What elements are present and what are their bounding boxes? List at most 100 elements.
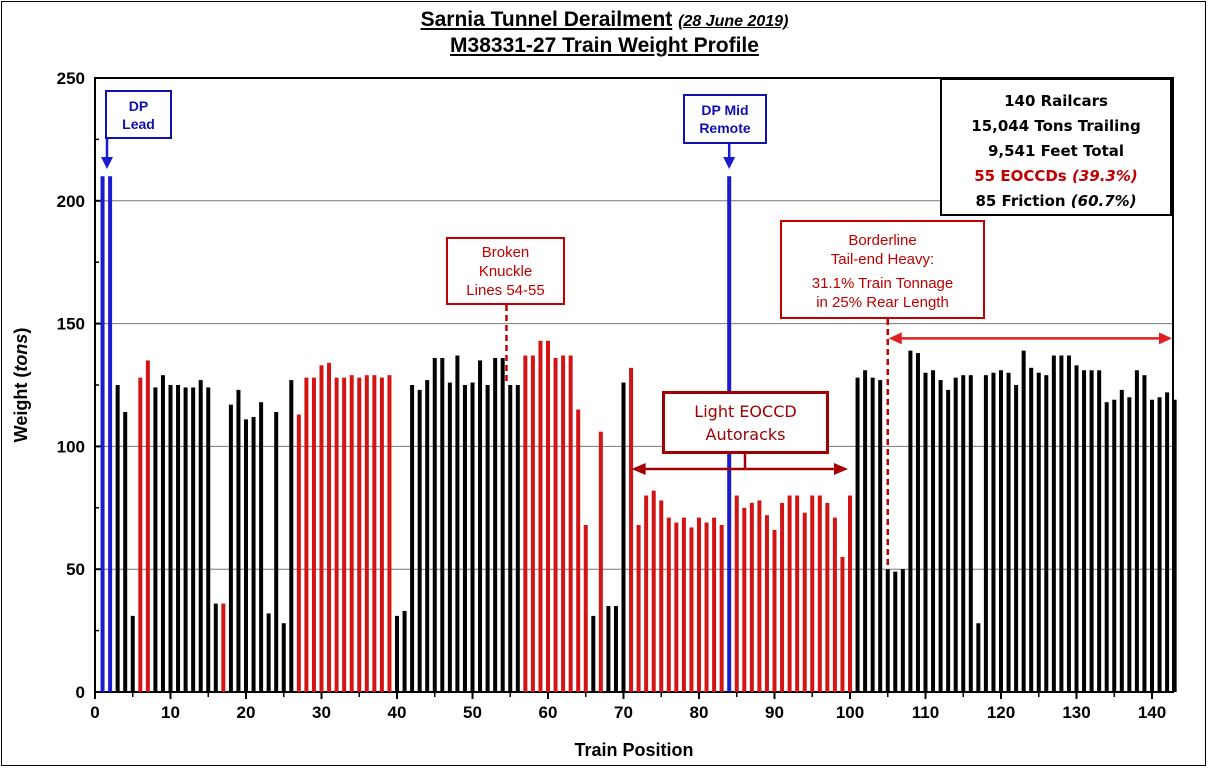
bar-132 xyxy=(1089,370,1094,692)
bar-18 xyxy=(228,404,233,692)
x-axis-title: Train Position xyxy=(574,740,693,760)
bar-111 xyxy=(931,370,936,692)
bar-14 xyxy=(198,380,203,692)
bar-121 xyxy=(1006,372,1011,692)
bar-137 xyxy=(1127,397,1132,692)
dp-lead-arrowhead xyxy=(101,157,113,169)
bar-108 xyxy=(908,350,913,692)
tailend-span-arrow-left xyxy=(888,332,902,345)
bar-2 xyxy=(108,176,113,693)
bar-129 xyxy=(1066,355,1071,692)
bar-115 xyxy=(961,375,966,692)
x-tick-label-20: 20 xyxy=(237,703,256,722)
dp-lead-label: DP Lead xyxy=(105,90,172,139)
bar-78 xyxy=(681,517,686,692)
bar-56 xyxy=(515,385,520,692)
y-tick-label-200: 200 xyxy=(57,192,85,211)
x-tick-label-30: 30 xyxy=(312,703,331,722)
bar-102 xyxy=(863,370,868,692)
title-date: (28 June 2019) xyxy=(678,13,789,30)
bar-13 xyxy=(191,387,196,692)
bar-37 xyxy=(372,375,377,692)
bar-118 xyxy=(983,375,988,692)
subtitle-text: M38331-27 Train Weight Profile xyxy=(450,34,759,57)
bar-126 xyxy=(1044,375,1049,692)
bar-69 xyxy=(613,606,618,692)
x-tick-label-0: 0 xyxy=(90,703,99,722)
bar-22 xyxy=(259,402,264,692)
dp-lead-line1: DP xyxy=(128,98,149,114)
bar-73 xyxy=(644,495,649,692)
stat-eoccd: 55 EOCCDs (39.3%) xyxy=(942,164,1170,189)
bar-134 xyxy=(1104,402,1109,692)
bar-127 xyxy=(1051,355,1056,692)
bar-141 xyxy=(1157,397,1162,692)
knuckle-line1: Broken xyxy=(481,244,530,261)
bar-92 xyxy=(787,495,792,692)
bar-59 xyxy=(538,340,543,692)
bar-58 xyxy=(530,355,535,692)
bar-20 xyxy=(244,419,248,692)
bar-77 xyxy=(674,522,679,692)
stat-eoccd-count: 55 EOCCDs xyxy=(974,167,1067,185)
bar-93 xyxy=(795,495,800,692)
bar-103 xyxy=(870,377,875,692)
bar-64 xyxy=(576,409,581,692)
bar-106 xyxy=(893,571,898,692)
bar-122 xyxy=(1014,385,1019,692)
tailend-line1: Borderline xyxy=(848,232,917,249)
bar-63 xyxy=(568,355,573,692)
bar-139 xyxy=(1142,375,1147,692)
bar-120 xyxy=(999,370,1003,692)
bar-33 xyxy=(342,377,347,692)
y-tick-label-50: 50 xyxy=(66,560,85,579)
bar-124 xyxy=(1029,367,1034,692)
bar-138 xyxy=(1134,370,1139,692)
bar-72 xyxy=(636,524,641,692)
bar-136 xyxy=(1119,389,1124,692)
bar-123 xyxy=(1021,350,1026,692)
x-tick-label-130: 130 xyxy=(1062,703,1090,722)
x-tick-label-140: 140 xyxy=(1138,703,1166,722)
bar-17 xyxy=(221,603,226,692)
bar-87 xyxy=(749,502,754,692)
bar-74 xyxy=(651,490,656,692)
bar-110 xyxy=(923,372,928,692)
bar-50 xyxy=(470,382,475,692)
title-text: Sarnia Tunnel Derailment xyxy=(420,8,673,31)
dp-mid-arrowhead xyxy=(723,157,736,169)
bar-109 xyxy=(915,353,920,692)
bar-54 xyxy=(500,357,505,692)
bar-133 xyxy=(1097,370,1102,692)
bar-8 xyxy=(153,387,158,692)
bar-49 xyxy=(462,385,467,692)
bar-48 xyxy=(455,355,460,692)
bar-130 xyxy=(1074,365,1079,692)
stat-railcars: 140 Railcars xyxy=(1004,92,1108,110)
bar-11 xyxy=(176,385,181,692)
broken-knuckle-label: Broken Knuckle Lines 54-55 xyxy=(446,237,565,305)
bar-28 xyxy=(304,377,309,692)
bar-142 xyxy=(1165,392,1170,692)
bar-45 xyxy=(432,357,437,692)
tailend-line2: Tail-end Heavy: xyxy=(830,251,935,268)
bar-9 xyxy=(160,375,165,692)
bar-135 xyxy=(1112,399,1117,692)
bar-70 xyxy=(621,382,626,692)
bar-60 xyxy=(546,340,550,692)
bar-23 xyxy=(266,613,271,692)
bar-140 xyxy=(1150,399,1154,692)
bar-100 xyxy=(848,495,852,692)
bar-105 xyxy=(885,569,890,692)
bar-26 xyxy=(289,380,294,692)
bar-39 xyxy=(387,375,392,692)
tailend-line4: in 25% Rear Length xyxy=(816,294,949,311)
bar-12 xyxy=(183,387,188,692)
autoracks-line2: Autoracks xyxy=(705,425,786,444)
bar-79 xyxy=(689,527,694,692)
bar-75 xyxy=(659,500,664,692)
y-tick-label-150: 150 xyxy=(57,315,85,334)
autoracks-line1: Light EOCCD xyxy=(694,402,797,421)
tailend-span-arrow-right xyxy=(1159,332,1172,345)
